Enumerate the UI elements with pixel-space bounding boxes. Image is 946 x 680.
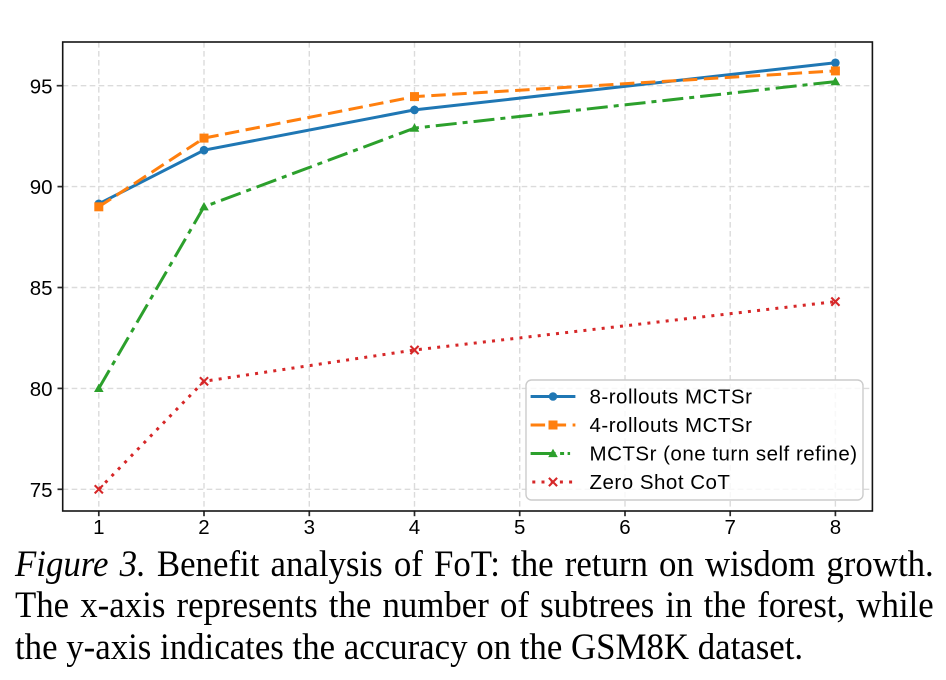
svg-text:80: 80 (30, 378, 53, 401)
svg-text:6: 6 (619, 516, 630, 539)
svg-text:7: 7 (724, 516, 735, 539)
svg-text:3: 3 (304, 516, 315, 539)
svg-text:5: 5 (514, 516, 525, 539)
svg-text:2: 2 (198, 516, 209, 539)
svg-text:90: 90 (30, 176, 53, 199)
svg-text:4-rollouts MCTSr: 4-rollouts MCTSr (590, 414, 753, 437)
svg-text:Zero Shot CoT: Zero Shot CoT (590, 471, 731, 494)
svg-text:MCTSr (one turn self refine): MCTSr (one turn self refine) (590, 443, 858, 466)
svg-text:85: 85 (30, 277, 53, 300)
svg-text:8-rollouts MCTSr: 8-rollouts MCTSr (590, 386, 753, 409)
svg-text:4: 4 (409, 516, 420, 539)
svg-text:8: 8 (830, 516, 841, 539)
svg-text:75: 75 (30, 479, 53, 502)
svg-text:95: 95 (30, 75, 53, 98)
svg-text:1: 1 (93, 516, 104, 539)
